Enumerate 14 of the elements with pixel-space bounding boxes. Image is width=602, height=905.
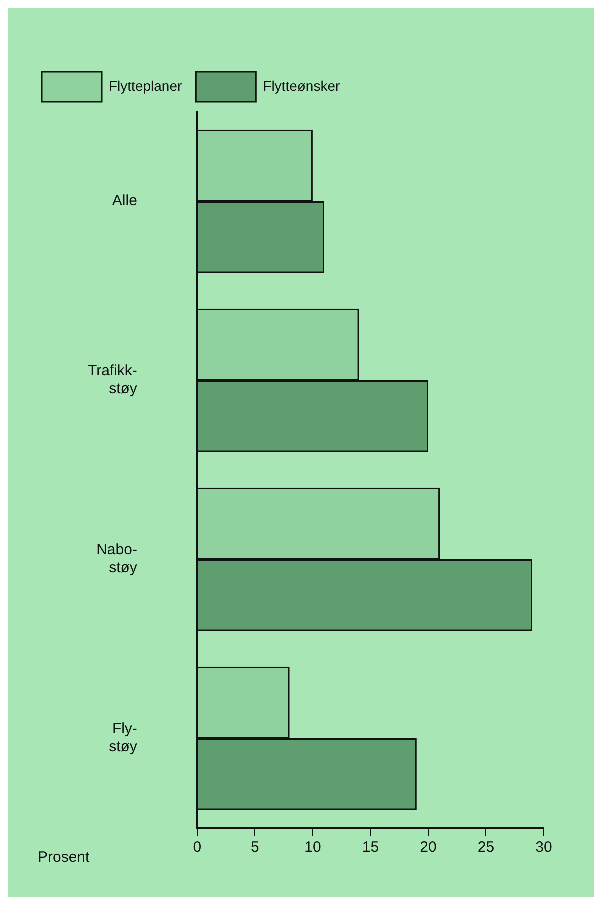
y-tick-label: Fly-støy [109,720,138,756]
x-tick-label: 5 [251,839,260,856]
y-tick-label: Alle [112,192,138,210]
x-tick-label: 25 [478,839,495,856]
legend-label: Flytteønsker [263,78,340,94]
y-tick-label: Nabo-støy [96,542,138,577]
legend-label: Flytteplaner [109,78,182,94]
x-tick-label: 0 [193,839,202,856]
x-axis-title: Prosent [38,849,91,866]
x-tick-label: 15 [362,839,380,856]
y-tick-label: Trafikk-støy [88,362,138,398]
x-tick-label: 30 [536,839,552,856]
x-tick-label: 10 [304,839,322,856]
x-tick-label: 20 [420,839,437,856]
